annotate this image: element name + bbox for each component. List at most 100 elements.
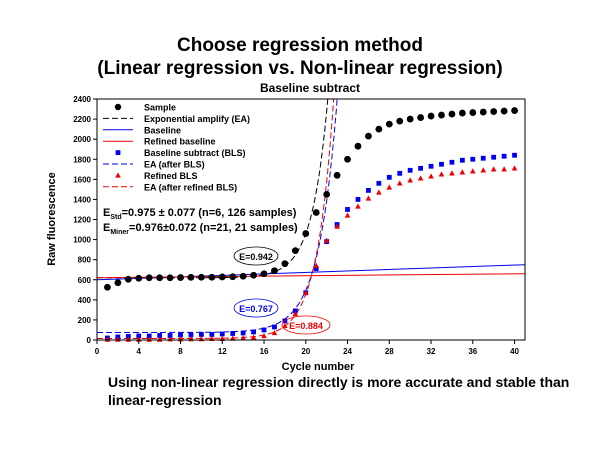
sample-point	[114, 279, 122, 287]
sample-point	[104, 283, 111, 291]
x-tick-label: 32	[427, 347, 436, 356]
x-tick-label: 24	[343, 347, 352, 356]
x-tick-label: 20	[301, 347, 310, 356]
sample-point	[417, 114, 425, 121]
e-0942-label: E=0.942	[239, 252, 273, 262]
sample-point	[250, 271, 257, 279]
sample-point	[239, 272, 247, 280]
baseline-subtract-bls-point	[198, 332, 204, 337]
sample-point	[365, 132, 372, 140]
sample-point	[323, 190, 331, 198]
baseline-subtract-bls-point	[261, 327, 267, 333]
sample-point	[344, 155, 351, 163]
sample-point	[490, 108, 498, 115]
sample-point	[354, 142, 362, 150]
sample-point	[500, 107, 508, 115]
sample-point	[375, 125, 383, 133]
baseline-subtract-bls-point	[428, 163, 434, 169]
sample-point	[479, 108, 487, 116]
refined-bls-point	[282, 322, 288, 329]
baseline-subtract-bls-point	[219, 331, 225, 337]
refined-bls-point	[365, 195, 372, 201]
baseline-subtract-bls-point	[178, 332, 183, 338]
caption: Using non-linear regression directly is …	[108, 374, 570, 408]
refined-bls-point	[323, 237, 330, 243]
e-0884-ellipse	[281, 315, 331, 335]
y-tick-label: 200	[78, 316, 92, 325]
refined-bls-point	[511, 165, 518, 171]
e-0767-label: E=0.767	[239, 304, 273, 314]
refined-bls-point	[386, 184, 393, 190]
y-tick-label: 400	[78, 296, 92, 305]
sample-point	[427, 112, 435, 120]
page-title: Choose regression method	[177, 35, 423, 56]
baseline-subtract-bls-point	[376, 180, 382, 186]
x-tick-label: 36	[468, 347, 477, 356]
refined-bls-point	[376, 189, 382, 195]
sample-point	[156, 274, 164, 282]
x-tick-label: 12	[218, 347, 227, 356]
refined-bls-point	[490, 166, 497, 172]
baseline-subtract-bls-point	[470, 156, 476, 162]
sample-point	[333, 171, 341, 179]
e-0767-ellipse	[233, 298, 279, 318]
sample-point	[197, 273, 205, 281]
baseline-subtract-bls-point	[136, 333, 142, 339]
baseline-subtract-bls-point	[146, 333, 152, 339]
legend-symbol	[115, 150, 121, 155]
legend-label: Exponential amplify (EA)	[144, 114, 250, 124]
legend-label: Sample	[144, 103, 176, 113]
sample-point	[511, 107, 518, 114]
baseline-subtract-bls-point	[407, 167, 413, 173]
sample-point	[145, 274, 153, 282]
sample-point	[187, 273, 195, 281]
x-tick-label: 0	[95, 347, 100, 356]
refined-bls-point	[459, 169, 466, 175]
baseline-subtract-bls-point	[491, 154, 497, 160]
refined-bls-point	[250, 334, 257, 340]
refined-bls-point	[292, 310, 299, 317]
baseline-subtract-bls-point	[292, 308, 298, 314]
baseline-subtract-bls-point	[439, 161, 444, 167]
baseline-subtract-bls-point	[251, 329, 256, 335]
refined-bls-point	[355, 203, 361, 209]
e-miner-annotation: EMiner=0.976±0.072 (n=21, 21 samples)	[103, 222, 298, 236]
x-tick-label: 40	[510, 347, 519, 356]
refined-bls-point	[470, 168, 476, 174]
x-tick-label: 28	[385, 347, 394, 356]
refined-bls-point	[261, 332, 267, 339]
sample-point	[396, 117, 404, 125]
legend-label: Baseline subtract (BLS)	[144, 148, 246, 158]
refined-bls-point	[417, 175, 424, 181]
legend-label: Baseline	[144, 125, 181, 135]
y-tick-label: 2000	[73, 135, 91, 144]
sample-point	[177, 274, 184, 281]
sample-point	[469, 109, 477, 116]
y-tick-label: 2400	[73, 95, 91, 104]
sample-point	[218, 273, 226, 281]
x-tick-label: 8	[178, 347, 183, 356]
baseline-subtract-bls-point	[240, 330, 246, 336]
baseline-subtract-bls-point	[480, 155, 486, 161]
e-std-annotation: EStd=0.975 ± 0.077 (n=6, 126 samples)	[103, 207, 297, 221]
refined-bls-point	[240, 334, 246, 341]
refined-bls-point	[334, 223, 340, 229]
legend-symbol	[114, 103, 122, 111]
baseline-subtract-bls-point	[345, 207, 350, 212]
refined-bls-point	[449, 170, 455, 176]
refined-bls-point	[407, 177, 413, 183]
baseline-subtract-bls-point	[501, 153, 507, 159]
sample-point	[260, 270, 268, 278]
sample-point	[385, 120, 393, 128]
sample-point	[302, 230, 310, 237]
sample-point	[406, 115, 414, 123]
e-0942-ellipse	[233, 246, 279, 266]
x-tick-label: 4	[137, 347, 142, 356]
legend-label: EA (after refined BLS)	[144, 182, 237, 192]
refined-bls-point	[271, 329, 278, 336]
sample-point	[438, 111, 445, 119]
sample-point	[208, 273, 216, 281]
y-tick-label: 1600	[73, 175, 91, 184]
